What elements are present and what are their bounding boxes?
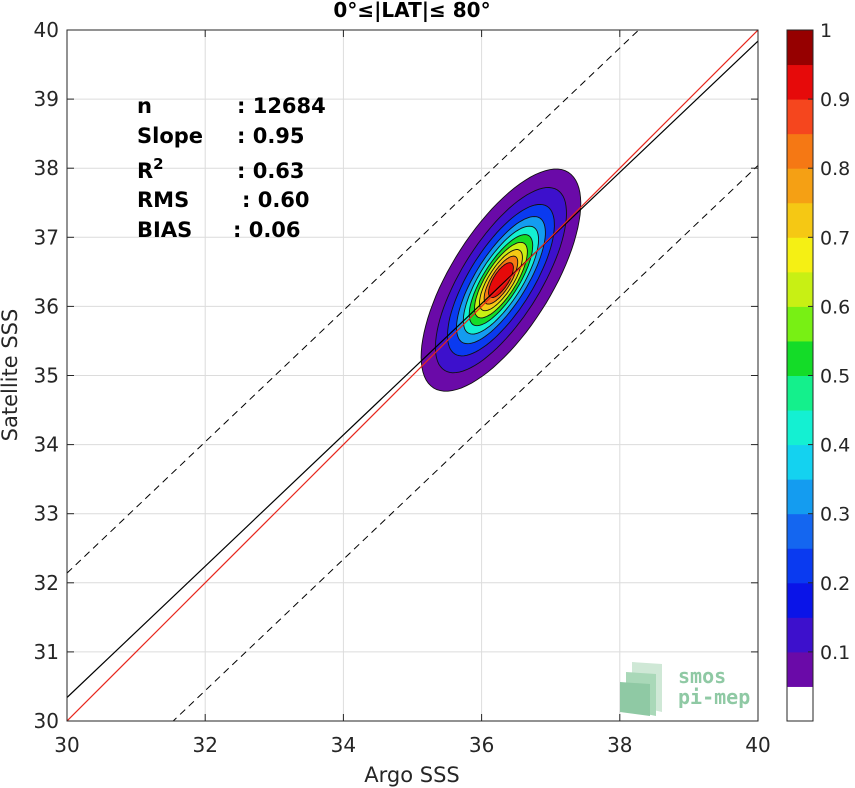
colorbar-bin bbox=[787, 686, 813, 722]
x-axis-ticks: 30 32 34 36 38 40 bbox=[54, 30, 771, 757]
x-tick-label: 38 bbox=[607, 733, 632, 757]
lower-bound-dashed-line bbox=[172, 165, 758, 721]
colorbar-tick-label: 0.2 bbox=[820, 573, 850, 595]
colorbar-bin bbox=[787, 237, 813, 273]
colorbar-bin bbox=[787, 30, 813, 66]
chart-title: 0°≤|LAT|≤ 80° bbox=[333, 0, 490, 22]
colorbar-bin bbox=[787, 375, 813, 411]
colorbar-bin bbox=[787, 168, 813, 204]
stat-value: : 0.95 bbox=[237, 124, 305, 148]
x-tick-label: 32 bbox=[192, 733, 217, 757]
y-tick-label: 37 bbox=[34, 225, 59, 249]
stat-value: : 0.60 bbox=[242, 188, 310, 212]
y-tick-label: 31 bbox=[34, 640, 59, 664]
logo-text-pimep: pi-mep bbox=[678, 685, 750, 709]
colorbar-tick-label: 1 bbox=[820, 20, 832, 42]
colorbar-bin bbox=[787, 410, 813, 446]
colorbar: 0.1 0.2 0.3 0.4 0.5 0.6 0.7 0.8 0.9 1 bbox=[786, 20, 850, 722]
density-contours bbox=[420, 168, 582, 392]
x-tick-label: 36 bbox=[469, 733, 494, 757]
colorbar-bin bbox=[787, 99, 813, 135]
colorbar-tick-label: 0.8 bbox=[820, 158, 850, 180]
colorbar-bin bbox=[787, 64, 813, 100]
grid-lines bbox=[66, 29, 759, 722]
y-tick-label: 32 bbox=[34, 571, 59, 595]
y-tick-label: 39 bbox=[34, 87, 59, 111]
y-tick-label: 34 bbox=[34, 433, 59, 457]
x-tick-label: 30 bbox=[54, 733, 79, 757]
colorbar-tick-label: 0.9 bbox=[820, 89, 850, 111]
stat-value: : 0.63 bbox=[237, 159, 305, 183]
colorbar-bin bbox=[787, 306, 813, 342]
y-axis-ticks: 30 31 32 33 34 35 36 37 38 39 40 bbox=[34, 18, 758, 733]
y-axis-label: Satellite SSS bbox=[0, 309, 22, 442]
colorbar-tick-label: 0.1 bbox=[820, 642, 850, 664]
y-tick-label: 33 bbox=[34, 502, 59, 526]
y-tick-label: 40 bbox=[34, 18, 59, 42]
colorbar-bin bbox=[787, 133, 813, 169]
colorbar-bin bbox=[787, 202, 813, 238]
reference-lines bbox=[67, 30, 758, 721]
colorbar-bin bbox=[787, 651, 813, 687]
colorbar-bin bbox=[787, 479, 813, 515]
stat-label: RMS bbox=[137, 188, 189, 212]
stat-label: BIAS bbox=[137, 218, 192, 242]
colorbar-tick-label: 0.6 bbox=[820, 296, 850, 318]
colorbar-tick-label: 0.5 bbox=[820, 366, 850, 388]
stat-value: : 12684 bbox=[237, 94, 326, 118]
x-axis-label: Argo SSS bbox=[364, 763, 459, 787]
stat-label: R2 bbox=[137, 155, 164, 183]
smos-pi-mep-logo: smos pi-mep bbox=[620, 662, 750, 716]
colorbar-bin bbox=[787, 444, 813, 480]
colorbar-bin bbox=[787, 617, 813, 653]
colorbar-tick-label: 0.7 bbox=[820, 227, 850, 249]
identity-line bbox=[67, 30, 758, 721]
statistics-box: n : 12684 Slope : 0.95 R2 : 0.63 RMS : 0.60 BIAS… bbox=[137, 94, 326, 242]
stat-value: : 0.06 bbox=[233, 218, 301, 242]
colorbar-bin bbox=[787, 582, 813, 618]
colorbar-tick-label: 0.3 bbox=[820, 504, 850, 526]
stat-label: Slope bbox=[137, 124, 203, 148]
colorbar-bin bbox=[787, 340, 813, 376]
colorbar-bin bbox=[787, 271, 813, 307]
y-tick-label: 38 bbox=[34, 156, 59, 180]
y-tick-label: 35 bbox=[34, 364, 59, 388]
logo-text-smos: smos bbox=[678, 664, 726, 688]
y-tick-label: 30 bbox=[34, 709, 59, 733]
colorbar-bin bbox=[787, 548, 813, 584]
y-tick-label: 36 bbox=[34, 294, 59, 318]
stat-label: n bbox=[137, 94, 152, 118]
x-tick-label: 34 bbox=[331, 733, 356, 757]
regression-line bbox=[67, 40, 758, 698]
x-tick-label: 40 bbox=[745, 733, 770, 757]
upper-bound-dashed-line bbox=[67, 30, 640, 574]
colorbar-tick-label: 0.4 bbox=[820, 435, 850, 457]
colorbar-bin bbox=[787, 513, 813, 549]
